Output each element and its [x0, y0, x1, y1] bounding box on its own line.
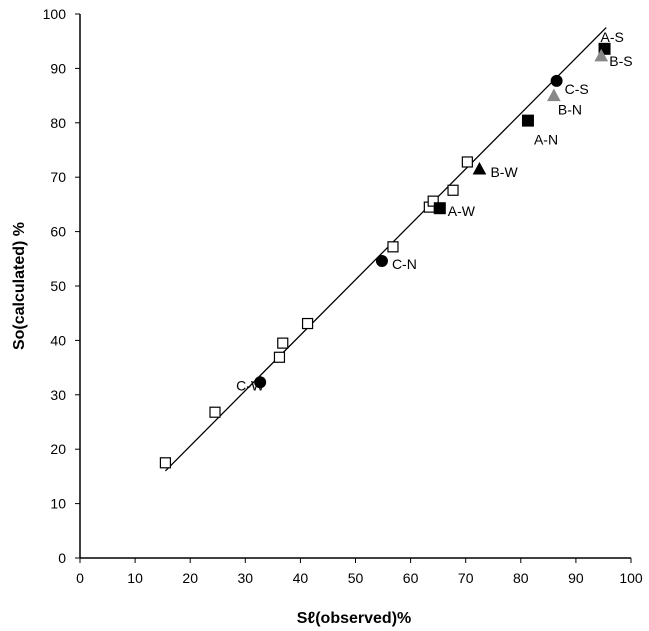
point-label: C-S	[565, 81, 589, 97]
y-tick-label: 70	[50, 169, 66, 185]
x-tick-label: 50	[348, 570, 364, 586]
point-label: C-W	[236, 377, 265, 393]
point-label: A-S	[601, 29, 624, 45]
y-tick-label: 60	[50, 224, 66, 240]
x-tick-label: 30	[238, 570, 254, 586]
data-point	[387, 241, 399, 253]
data-point	[447, 184, 459, 196]
y-axis-title: So(calculated) %	[11, 222, 28, 350]
data-point	[472, 161, 487, 175]
point-label: B-S	[609, 53, 632, 69]
y-tick-label: 100	[43, 6, 67, 22]
data-point	[273, 351, 286, 363]
point-labels: A-S A-N A-W B-S B-N B-W C-S C-N C-W	[236, 29, 632, 393]
y-tick-label: 80	[50, 115, 66, 131]
x-tick-label: 80	[513, 570, 529, 586]
y-tick-label: 10	[50, 496, 66, 512]
x-tick-label: 40	[293, 570, 309, 586]
data-point	[598, 42, 611, 55]
point-label: B-W	[490, 164, 518, 180]
data-point	[427, 195, 439, 207]
y-tick-label: 20	[50, 441, 66, 457]
point-label: C-N	[392, 256, 417, 272]
data-point	[254, 376, 267, 389]
x-axis-title: Sℓ(observed)%	[297, 610, 412, 627]
x-tick-label: 70	[458, 570, 474, 586]
fit-line-group	[164, 27, 607, 472]
x-tick-label: 100	[619, 570, 643, 586]
point-label: A-N	[534, 132, 558, 148]
x-tick-label: 20	[182, 570, 198, 586]
data-point	[550, 74, 563, 87]
x-tick-label: 90	[568, 570, 584, 586]
data-point	[594, 48, 609, 62]
data-point	[461, 156, 473, 168]
y-tick-label: 90	[50, 60, 66, 76]
data-point	[375, 254, 388, 267]
data-points	[159, 42, 611, 469]
data-point	[433, 202, 446, 215]
data-point	[521, 114, 534, 127]
y-tick-label: 0	[58, 550, 66, 566]
y-tick-label: 40	[50, 332, 66, 348]
data-point	[159, 457, 172, 469]
data-point	[209, 406, 221, 418]
point-label: B-N	[558, 102, 582, 118]
y-tick-label: 30	[50, 387, 66, 403]
x-tick-label: 60	[403, 570, 419, 586]
fit-line	[164, 27, 607, 472]
axes: 0 10 20 30 40 50 60 70 80 90 100 0 10 20 30 40 50 60 70 80 9…	[43, 6, 643, 586]
point-label: A-W	[448, 203, 476, 219]
data-point	[301, 317, 314, 330]
data-point	[547, 88, 561, 102]
x-tick-label: 10	[127, 570, 143, 586]
data-point	[277, 337, 289, 349]
x-tick-label: 0	[76, 570, 84, 586]
y-tick-label: 50	[50, 278, 66, 294]
